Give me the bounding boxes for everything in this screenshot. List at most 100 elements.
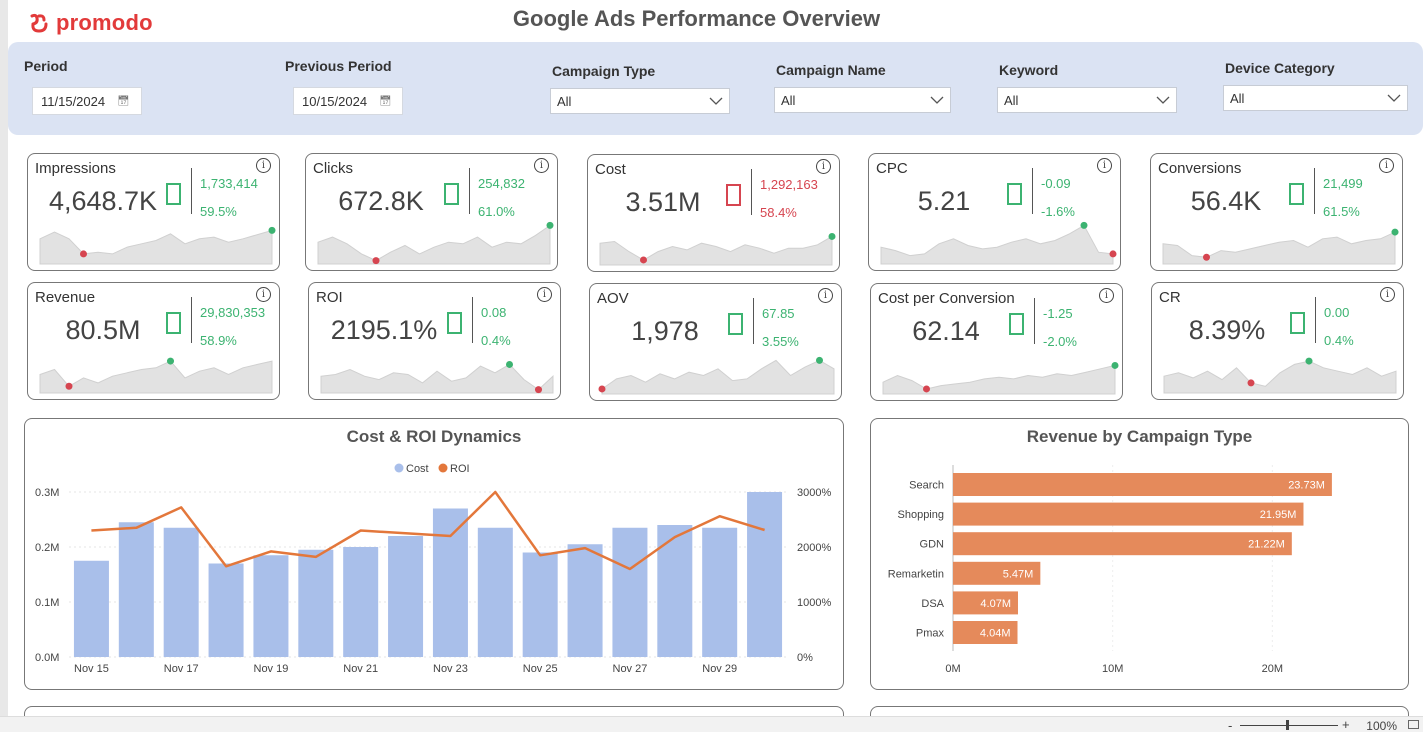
period-date-input[interactable]: 11/15/2024 📅︎ <box>32 87 142 115</box>
cost-bar-nov-15[interactable] <box>73 560 109 657</box>
revenue-bar-dsa[interactable] <box>953 591 1018 615</box>
kpi-sparkline <box>39 357 273 394</box>
info-icon[interactable]: i <box>816 159 831 174</box>
bar-value-label: 5.47M <box>1003 568 1034 580</box>
info-icon[interactable]: i <box>1099 288 1114 303</box>
bar-value-label: 4.07M <box>980 598 1011 610</box>
x-tick: Nov 19 <box>254 663 289 675</box>
kpi-separator <box>191 297 192 343</box>
kpi-title: Impressions <box>35 160 116 177</box>
trend-indicator-icon <box>447 312 462 334</box>
info-icon[interactable]: i <box>256 158 271 173</box>
cost-bar-nov-21[interactable] <box>343 547 379 657</box>
kpi-delta-percent: 0.4% <box>481 333 511 348</box>
info-icon[interactable]: i <box>1097 158 1112 173</box>
info-icon[interactable]: i <box>1380 287 1395 302</box>
revenue-bar-search[interactable] <box>953 473 1332 496</box>
cost-bar-nov-27[interactable] <box>612 527 648 657</box>
revenue-bar-remarketin[interactable] <box>953 561 1041 585</box>
info-icon[interactable]: i <box>537 287 552 302</box>
kpi-separator <box>751 169 752 215</box>
kpi-sparkline <box>317 221 554 265</box>
cost-bar-nov-29[interactable] <box>702 527 738 657</box>
kpi-card-cr: CR i 8.39% 0.00 0.4% <box>1151 282 1404 400</box>
kpi-value: 672.8K <box>338 186 424 216</box>
sparkline-max-marker <box>167 357 174 365</box>
cost-bar-nov-16[interactable] <box>118 522 154 657</box>
revenue-bar-gdn[interactable] <box>953 532 1292 556</box>
filter-campaign-type: Campaign Type <box>552 63 655 79</box>
cost-bar-nov-30[interactable] <box>747 492 783 657</box>
cost-bar-nov-24[interactable] <box>477 527 513 657</box>
zoom-slider-thumb[interactable] <box>1286 720 1289 730</box>
filter-device-category-label: Device Category <box>1225 60 1335 76</box>
kpi-separator <box>191 168 192 214</box>
previous-period-date-input[interactable]: 10/15/2024 📅︎ <box>293 87 403 115</box>
cost-bar-nov-23[interactable] <box>432 508 468 658</box>
zoom-in-button[interactable]: + <box>1342 717 1350 732</box>
sparkline-max-marker <box>506 360 513 368</box>
filter-band: Period 11/15/2024 📅︎ Previous Period 10/… <box>8 42 1423 135</box>
campaign-name-select[interactable]: All <box>774 87 951 113</box>
roi-line[interactable] <box>91 490 765 571</box>
page-title: Google Ads Performance Overview <box>512 6 881 31</box>
cost-bar-nov-22[interactable] <box>388 536 424 657</box>
filter-previous-period-label: Previous Period <box>285 58 392 74</box>
cost-bar-nov-28[interactable] <box>657 525 693 657</box>
keyword-select[interactable]: All <box>997 87 1177 113</box>
x-tick: 0M <box>945 663 960 675</box>
campaign-type-select[interactable]: All <box>550 88 730 114</box>
kpi-title: ROI <box>316 289 343 306</box>
cost-bar-nov-19[interactable] <box>253 555 289 657</box>
revenue-bar-shopping[interactable] <box>953 502 1304 526</box>
fit-to-page-icon[interactable] <box>1408 720 1419 729</box>
sparkline-min-marker <box>65 382 73 390</box>
filter-period: Period <box>24 58 68 74</box>
chevron-down-icon <box>930 96 944 104</box>
y-right-tick: 1000% <box>797 597 831 609</box>
cost-bar-nov-26[interactable] <box>567 544 603 657</box>
x-tick: Nov 23 <box>433 663 468 675</box>
calendar-icon[interactable]: 📅︎ <box>379 95 392 107</box>
kpi-delta-absolute: 254,832 <box>478 176 525 191</box>
revenue-bar-pmax[interactable] <box>953 621 1018 644</box>
trend-indicator-icon <box>166 312 181 334</box>
kpi-separator <box>472 297 473 343</box>
info-icon[interactable]: i <box>1379 158 1394 173</box>
zoom-out-button[interactable]: - <box>1228 718 1233 732</box>
cost-bar-nov-17[interactable] <box>163 527 199 657</box>
revenue-campaign-panel: Revenue by Campaign Type 0M 10M 20M Search 2… <box>870 418 1409 690</box>
kpi-separator <box>1314 168 1315 214</box>
kpi-title: AOV <box>597 290 629 307</box>
x-tick: Nov 29 <box>702 663 737 675</box>
trend-indicator-icon <box>726 184 741 206</box>
device-category-select[interactable]: All <box>1223 85 1408 111</box>
kpi-value: 3.51M <box>625 187 701 217</box>
sparkline-min-marker <box>1247 379 1255 387</box>
trend-indicator-icon <box>166 183 181 205</box>
kpi-delta-absolute: 29,830,353 <box>200 305 266 320</box>
trend-indicator-icon <box>1009 313 1024 335</box>
info-icon[interactable]: i <box>818 288 833 303</box>
sparkline-area <box>882 364 1116 395</box>
sparkline-min-marker <box>372 257 380 265</box>
bar-value-label: 23.73M <box>1288 480 1325 492</box>
kpi-card-clicks: Clicks i 672.8K 254,832 61.0% <box>305 153 558 271</box>
kpi-delta-percent: 3.55% <box>762 334 799 349</box>
cost-bar-nov-20[interactable] <box>298 549 334 657</box>
chevron-down-icon <box>1387 94 1401 102</box>
revenue-campaign-chart: 0M 10M 20M Search 23.73M Shopping 21.95M GDN 21.… <box>888 465 1332 675</box>
filter-keyword: Keyword <box>999 62 1058 78</box>
info-icon[interactable]: i <box>534 158 549 173</box>
cost-bar-nov-18[interactable] <box>208 563 244 658</box>
calendar-icon[interactable]: 📅︎ <box>117 95 130 107</box>
cost-bar-nov-25[interactable] <box>522 552 558 658</box>
info-icon[interactable]: i <box>256 287 271 302</box>
kpi-card-conversions: Conversions i 56.4K 21,499 61.5% <box>1150 153 1403 271</box>
kpi-title: Clicks <box>313 160 353 177</box>
zoom-slider[interactable] <box>1240 725 1338 726</box>
sparkline-min-marker <box>80 250 87 258</box>
kpi-value: 56.4K <box>1190 186 1262 216</box>
cost-roi-panel: Cost & ROI Dynamics Cost ROI 0.0M 0.1M 0.2M 0… <box>24 418 844 690</box>
kpi-sparkline <box>320 360 554 394</box>
